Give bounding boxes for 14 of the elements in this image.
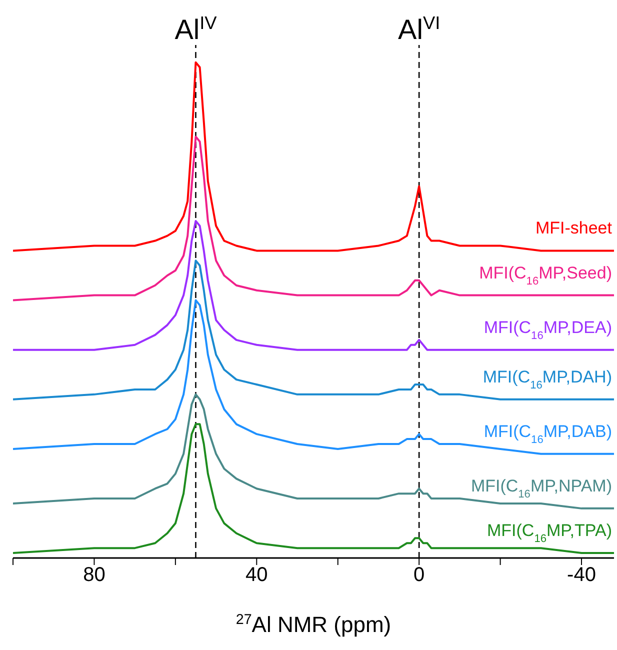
series-label: MFI(C$_{16}$MP,TPA) xyxy=(486,521,612,546)
x-tick-label: 40 xyxy=(246,564,268,586)
series-label: MFI(C$_{16}$MP,DEA) xyxy=(484,318,612,342)
x-tick-label: 0 xyxy=(414,564,425,586)
series-label: MFI(C$_{16}$MP,DAH) xyxy=(482,367,612,392)
series-label: MFI(C$_{16}$MP,DAB) xyxy=(484,422,612,446)
series-label: MFI(C$_{16}$MP,NPAM) xyxy=(470,476,612,500)
series-label: MFI(C$_{16}$MP,Seed) xyxy=(479,263,612,288)
x-tick-label: -40 xyxy=(567,564,596,586)
x-tick-label: 80 xyxy=(83,564,106,586)
ref-line-label: Al$^{IV}$ xyxy=(174,13,218,45)
x-axis-title: $^{27}$Al NMR (ppm) xyxy=(236,612,392,637)
ref-line-label: Al$^{VI}$ xyxy=(398,13,440,45)
series-label: MFI-sheet xyxy=(535,218,612,238)
